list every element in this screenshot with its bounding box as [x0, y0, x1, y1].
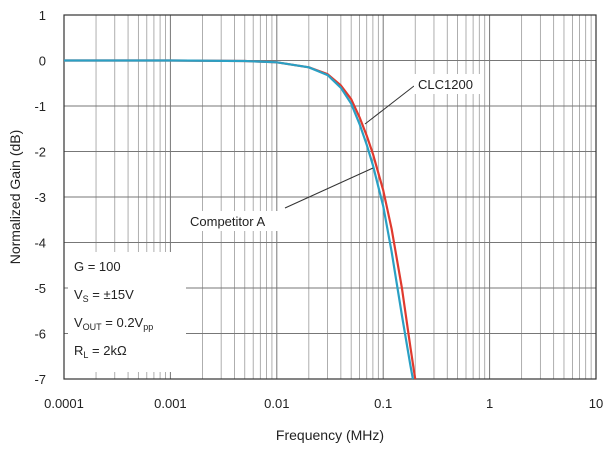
y-tick-label: -2 [34, 145, 46, 160]
y-tick-label: -7 [34, 372, 46, 387]
x-tick-label: 0.01 [264, 396, 289, 411]
x-axis-title: Frequency (MHz) [276, 427, 384, 443]
series-line-1 [64, 59, 414, 380]
condition-supply: VS = ±15V [74, 287, 134, 304]
annotation-leader-competitor-a [284, 167, 374, 209]
y-tick-label: -5 [34, 281, 46, 296]
annotation-bg-competitor-a [186, 211, 290, 231]
y-tick-label: 0 [39, 54, 46, 69]
y-tick-label: -3 [34, 190, 46, 205]
y-tick-label: 1 [39, 8, 46, 23]
x-tick-label: 1 [486, 396, 493, 411]
condition-gain: G = 100 [74, 259, 121, 274]
x-tick-label: 0.1 [374, 396, 392, 411]
annotation-leader-clc1200 [364, 85, 415, 125]
annotation-clc1200: CLC1200 [418, 77, 473, 92]
grid [63, 14, 596, 380]
x-tick-label: 0.001 [154, 396, 187, 411]
y-tick-label: -1 [34, 99, 46, 114]
y-tick-labels: 1 0 -1 -2 -3 -4 -5 -6 -7 [34, 8, 46, 387]
condition-vout: VOUT = 0.2Vpp [74, 315, 153, 332]
annotation-bg-clc1200 [414, 74, 484, 94]
annotation-competitor-a: Competitor A [190, 214, 265, 229]
x-tick-label: 10 [589, 396, 603, 411]
y-axis-title: Normalized Gain (dB) [7, 130, 23, 265]
x-tick-labels: 0.0001 0.001 0.01 0.1 1 10 [44, 396, 603, 411]
conditions-box [68, 252, 186, 372]
x-tick-label: 0.0001 [44, 396, 84, 411]
y-tick-label: -6 [34, 327, 46, 342]
y-tick-label: -4 [34, 236, 46, 251]
plot-border [63, 14, 597, 380]
series-lines [64, 59, 417, 380]
condition-load: RL = 2kΩ [74, 343, 127, 360]
